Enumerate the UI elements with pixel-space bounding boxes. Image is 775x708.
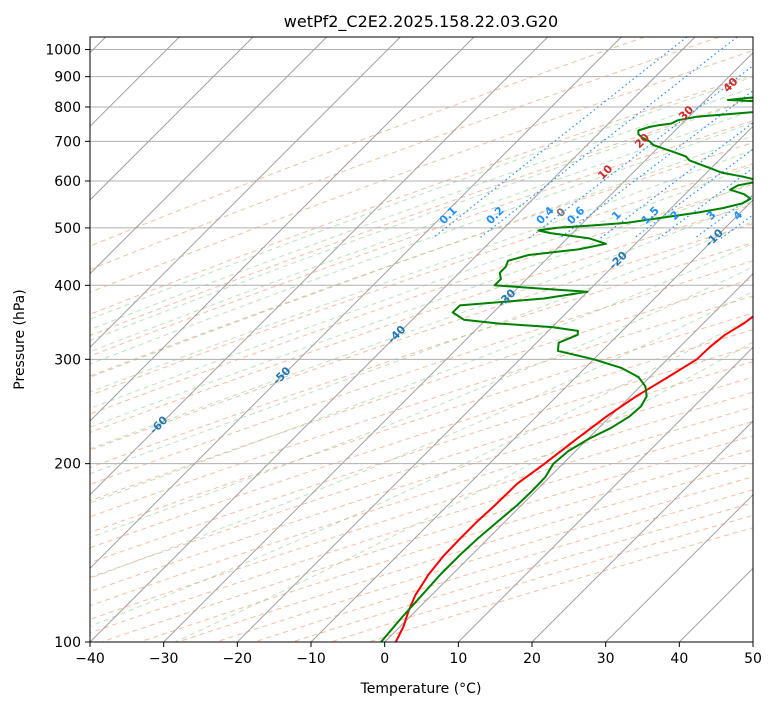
y-axis-title: Pressure (hPa)	[12, 289, 28, 389]
dry-adiabat	[90, 241, 753, 469]
y-tick-label: 400	[54, 278, 81, 294]
x-axis-ticks: −40 −30 −20 −10 0 10 20 30 40 50	[75, 642, 762, 667]
mixing-ratio-lines	[432, 37, 753, 239]
x-tick-label: −10	[296, 651, 326, 667]
mixing-ratio-line	[478, 37, 738, 239]
moist-adiabat	[90, 200, 753, 450]
dry-adiabat	[90, 163, 753, 396]
moist-adiabat	[90, 76, 753, 320]
y-tick-label: 700	[54, 134, 81, 150]
isotherm	[384, 272, 753, 642]
isotherm	[531, 420, 753, 642]
x-axis-title: Temperature (°C)	[360, 681, 482, 697]
dry-adiabat	[90, 74, 753, 315]
dry-adiabat	[90, 391, 753, 607]
x-tick-label: −40	[75, 651, 105, 667]
moist-adiabat	[90, 86, 753, 331]
dry-adiabat	[90, 142, 753, 377]
dry-adiabat	[90, 295, 753, 518]
x-tick-label: 0	[380, 651, 389, 667]
moist-adiabat	[90, 149, 753, 393]
isotherm	[90, 37, 475, 422]
dry-adiabat	[90, 97, 753, 337]
y-axis-ticks: 1000 900 800 700 600 500 400 300 200 100	[45, 43, 90, 651]
isotherm	[90, 37, 549, 496]
dry-adiabat	[90, 203, 753, 433]
dry-adiabat	[90, 345, 753, 564]
temperature-profile	[394, 315, 753, 642]
y-tick-label: 600	[54, 174, 81, 190]
dry-adiabat	[90, 50, 753, 293]
dry-adiabats	[90, 37, 753, 642]
moist-adiabats	[90, 76, 753, 642]
dry-adiabat	[90, 329, 753, 549]
isotherm	[90, 37, 328, 275]
isotherm	[236, 125, 753, 642]
y-tick-label: 300	[54, 352, 81, 368]
mixing-ratio-line	[432, 37, 688, 239]
dry-adiabat	[90, 376, 753, 593]
dry-adiabat	[90, 37, 720, 271]
x-tick-label: 20	[523, 651, 541, 667]
y-tick-label: 100	[54, 635, 81, 651]
plot-frame	[89, 36, 754, 643]
moist-adiabat	[90, 98, 753, 341]
isotherm	[90, 37, 254, 201]
x-tick-label: −30	[149, 651, 179, 667]
y-tick-label: 500	[54, 221, 81, 237]
plot-area: -100-90-80-70-60-50-40-30-20-100.10.20.4…	[90, 37, 753, 642]
dewpoint-profile	[380, 96, 753, 642]
moist-adiabat	[90, 316, 753, 627]
y-tick-label: 1000	[45, 43, 81, 59]
moist-adiabat	[90, 220, 753, 475]
x-tick-label: 40	[670, 651, 688, 667]
y-tick-label: 200	[54, 457, 81, 473]
isotherm	[310, 199, 753, 642]
x-tick-label: −20	[223, 651, 253, 667]
mixing-ratio-line	[658, 167, 753, 239]
y-tick-label: 900	[54, 70, 81, 86]
chart-title: wetPf2_C2E2.2025.158.22.03.G20	[284, 12, 558, 32]
y-tick-label: 800	[54, 100, 81, 116]
isotherm	[90, 37, 696, 642]
x-tick-label: 50	[744, 651, 762, 667]
isotherm	[90, 37, 622, 570]
skewed-isotherms	[90, 37, 753, 642]
pressure-grid	[90, 49, 753, 642]
moist-adiabat	[90, 181, 753, 428]
x-tick-label: 10	[449, 651, 467, 667]
dry-adiabat	[90, 183, 753, 415]
x-tick-label: 30	[597, 651, 615, 667]
isotherm	[457, 346, 753, 642]
isotherm	[605, 493, 753, 642]
isotherm	[163, 51, 753, 642]
isotherm	[90, 37, 401, 349]
sounding-profiles	[380, 96, 753, 642]
